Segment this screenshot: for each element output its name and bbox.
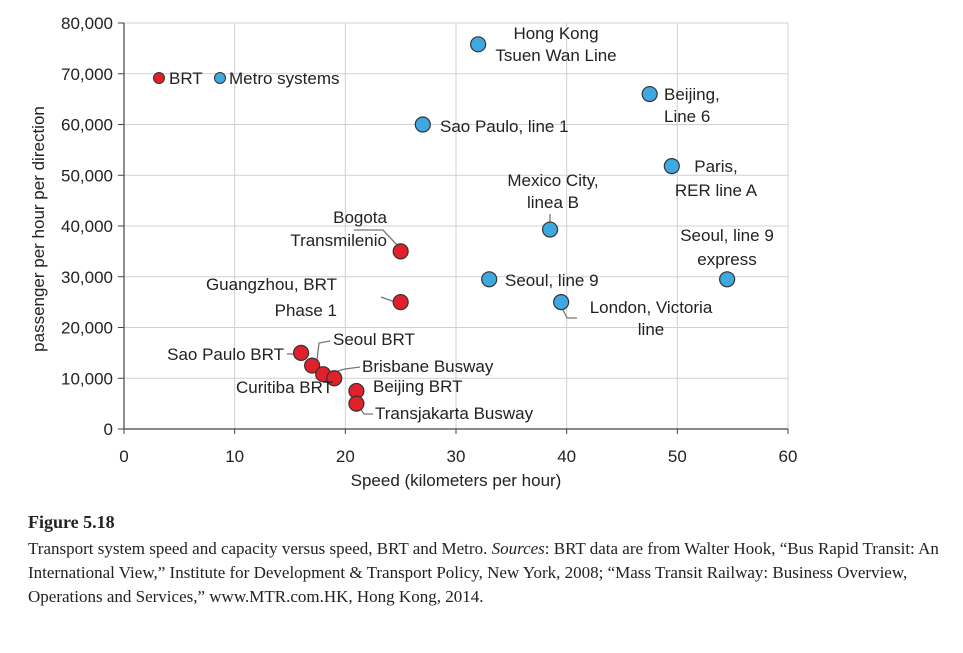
caption-title: Figure 5.18 — [28, 512, 115, 532]
leader-seoul-brt — [316, 340, 331, 361]
point-sao-paulo-line-1 — [414, 116, 431, 133]
label-curitiba-brt: Curitiba BRT — [236, 378, 333, 397]
legend-label-brt: BRT — [169, 69, 203, 88]
label-hong-kong-tsuen-wan-line: Hong Kong — [513, 24, 598, 43]
label-beijing-line-6: Beijing, — [664, 85, 720, 104]
point-seoul-line-9-express — [719, 271, 736, 288]
caption-body: Transport system speed and capacity vers… — [28, 537, 948, 609]
point-curitiba-brt — [326, 370, 343, 387]
label-seoul-line-9-express: express — [697, 250, 757, 269]
y-tick-label: 80,000 — [61, 14, 113, 33]
label-london-victoria-line: London, Victoria — [590, 298, 713, 317]
label-beijing-line-6: Line 6 — [664, 107, 710, 126]
y-tick-label: 10,000 — [61, 369, 113, 388]
point-hong-kong-tsuen-wan-line — [470, 36, 487, 53]
point-labels: Bogota Transmilenio Guangzhou, BRT Phase 1 S… — [167, 24, 774, 423]
legend: BRT Metro systems — [153, 69, 340, 88]
caption-text: Transport system speed and capacity vers… — [28, 539, 492, 558]
legend-label-metro-systems: Metro systems — [229, 69, 340, 88]
caption-sources-label: Sources — [491, 539, 545, 558]
point-beijing-line-6 — [641, 85, 658, 103]
point-guangzhou-brt-phase-1 — [392, 294, 409, 311]
y-tick-label: 0 — [104, 420, 113, 439]
x-tick-label: 60 — [779, 447, 798, 466]
label-seoul-line-9: Seoul, line 9 — [505, 271, 599, 290]
label-seoul-line-9-express: Seoul, line 9 — [680, 226, 774, 245]
label-brisbane-busway: Brisbane Busway — [362, 357, 494, 376]
leader-london-victoria-line — [562, 309, 577, 319]
label-transjakarta-busway: Transjakarta Busway — [375, 404, 534, 423]
y-tick-label: 70,000 — [61, 65, 113, 84]
y-tick-label: 30,000 — [61, 268, 113, 287]
legend-marker-brt — [153, 72, 165, 84]
x-tick-label: 30 — [447, 447, 466, 466]
point-seoul-brt — [304, 357, 321, 374]
x-tick-label: 0 — [119, 447, 128, 466]
x-axis-label: Speed (kilometers per hour) — [351, 471, 562, 490]
point-mexico-city-linea-b — [541, 221, 559, 238]
axes — [118, 22, 789, 434]
y-tick-label: 40,000 — [61, 217, 113, 236]
label-paris-rer-line-a: Paris, — [694, 157, 737, 176]
point-paris-rer-line-a — [663, 158, 680, 175]
y-tick-label: 20,000 — [61, 319, 113, 338]
x-tick-label: 10 — [225, 447, 244, 466]
label-seoul-brt: Seoul BRT — [333, 330, 415, 349]
x-tick-label: 40 — [557, 447, 576, 466]
x-tick-label: 20 — [336, 447, 355, 466]
point-london-victoria-line — [553, 294, 570, 311]
x-tick-label: 50 — [668, 447, 687, 466]
caption-sources-text: : BRT data are from Walter Hook, “Bus Ra… — [28, 539, 939, 606]
scatter-chart: 0 10,000 20,000 30,000 40,000 50,000 60,000 70,… — [29, 14, 797, 490]
label-guangzhou-brt-phase-1: Guangzhou, BRT — [206, 275, 337, 294]
point-sao-paulo-brt — [292, 344, 310, 361]
label-mexico-city-linea-b: Mexico City, — [507, 171, 598, 190]
y-axis-label: passenger per hour per direction — [29, 106, 48, 352]
label-hong-kong-tsuen-wan-line: Tsuen Wan Line — [495, 46, 616, 65]
label-beijing-brt: Beijing BRT — [373, 377, 462, 396]
data-points — [292, 36, 736, 412]
point-transjakarta-busway — [348, 395, 365, 412]
y-tick-label: 50,000 — [61, 166, 113, 185]
label-bogota-transmilenio: Bogota — [333, 208, 387, 227]
label-sao-paulo-brt: Sao Paulo BRT — [167, 345, 284, 364]
label-bogota-transmilenio: Transmilenio — [290, 231, 387, 250]
figure-caption: Figure 5.18 Transport system speed and c… — [28, 512, 948, 609]
label-mexico-city-linea-b: linea B — [527, 193, 579, 212]
label-paris-rer-line-a: RER line A — [675, 181, 758, 200]
gridlines — [123, 22, 789, 430]
label-london-victoria-line: line — [638, 320, 664, 339]
point-bogota-transmilenio — [392, 243, 409, 260]
y-tick-label: 60,000 — [61, 116, 113, 135]
label-guangzhou-brt-phase-1: Phase 1 — [275, 301, 337, 320]
legend-marker-metro-systems — [214, 72, 226, 84]
label-sao-paulo-line-1: Sao Paulo, line 1 — [440, 117, 569, 136]
leader-bogota-transmilenio — [354, 229, 399, 247]
point-seoul-line-9 — [481, 271, 498, 288]
tick-labels: 0 10,000 20,000 30,000 40,000 50,000 60,000 70,… — [61, 14, 797, 466]
